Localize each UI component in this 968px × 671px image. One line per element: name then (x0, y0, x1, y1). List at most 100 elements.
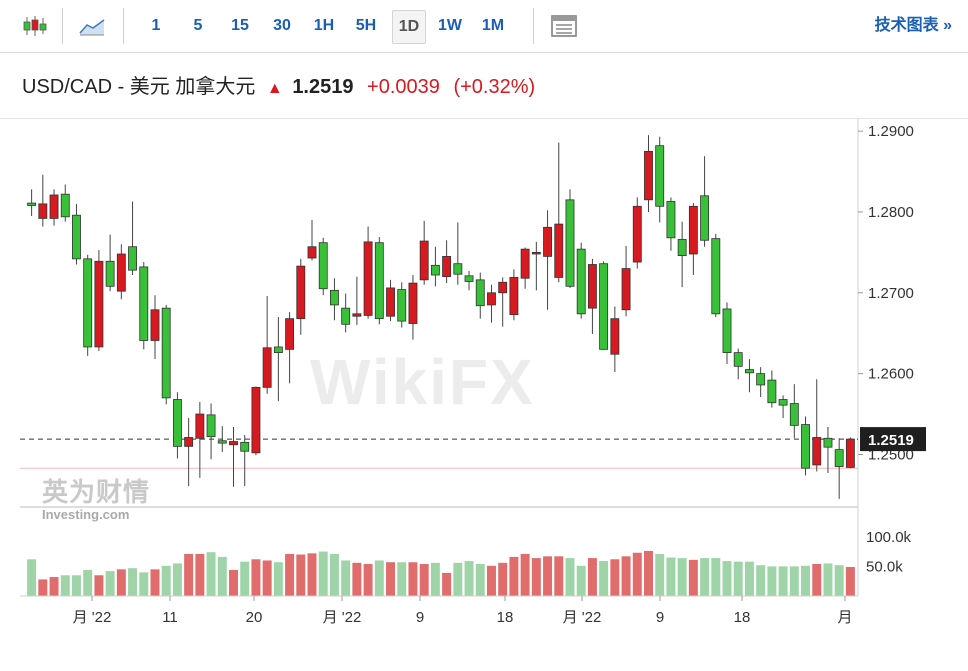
time-tick-label: 月 (837, 609, 852, 626)
volume-bar (273, 562, 283, 596)
volume-bar (688, 559, 698, 596)
candlestick-icon[interactable] (20, 10, 50, 42)
volume-bar (285, 553, 295, 596)
quote-header: USD/CAD - 美元 加拿大元 ▲ 1.2519 +0.0039 (+0.3… (22, 70, 535, 99)
volume-bar (49, 577, 59, 596)
candle-body (83, 258, 93, 348)
current-price-label: 1.2519 (868, 432, 914, 449)
volume-bar (116, 569, 126, 596)
candle-body (116, 253, 126, 292)
candle-body (94, 260, 104, 348)
volume-bar (845, 566, 855, 596)
last-price: 1.2519 (292, 76, 354, 98)
candle-body (262, 347, 272, 388)
volume-bar (38, 579, 48, 596)
volume-bar (576, 565, 586, 596)
volume-bar (105, 571, 115, 596)
candle-body (778, 399, 788, 406)
area-chart-icon[interactable] (76, 10, 108, 42)
timeframe-5h[interactable]: 5H (355, 17, 377, 34)
candle-body (745, 369, 754, 374)
candle-body (229, 441, 238, 446)
volume-bar (543, 556, 553, 596)
timeframe-30[interactable]: 30 (273, 17, 291, 34)
price-change-percent: (+0.32%) (453, 76, 536, 98)
candle-body (206, 414, 216, 438)
volume-bar (475, 564, 485, 596)
candle-body (587, 264, 597, 309)
timeframe-5[interactable]: 5 (193, 17, 203, 34)
volume-bar (128, 568, 138, 596)
candle-body (195, 413, 205, 439)
candle-body (644, 150, 653, 201)
timeframe-1d[interactable]: 1D (392, 10, 426, 44)
timeframe-1m[interactable]: 1M (481, 17, 505, 34)
candle-body (700, 195, 710, 241)
symbol-title: USD/CAD - 美元 加拿大元 (22, 76, 256, 98)
volume-bar (397, 562, 407, 596)
candle-body (520, 248, 530, 279)
candle-body (834, 449, 844, 467)
time-tick-label: 20 (246, 609, 263, 626)
volume-bar (419, 564, 429, 596)
volume-bar (498, 562, 508, 596)
timeframe-15[interactable]: 15 (231, 17, 249, 34)
time-tick-label: 9 (416, 609, 424, 626)
volume-bar (610, 559, 620, 596)
volume-bar (195, 553, 205, 596)
volume-bar (94, 575, 104, 596)
toolbar-divider (123, 8, 124, 44)
candle-body (756, 373, 766, 386)
technical-chart-link[interactable]: 技术图表 » (874, 17, 952, 34)
volume-bar (374, 560, 384, 596)
timeframe-1[interactable]: 1 (151, 17, 161, 34)
candle-body (296, 265, 306, 320)
candle-body (823, 437, 833, 448)
watermark-brand-cn: 英为财情 (42, 477, 151, 507)
volume-bar (812, 564, 822, 596)
volume-bar (408, 562, 418, 596)
candle-body (812, 437, 822, 466)
candle-body (453, 263, 463, 275)
candle-body (72, 214, 81, 260)
volume-bar (442, 572, 452, 596)
candle-body (408, 282, 418, 324)
candle-body (60, 193, 70, 218)
volume-bar (329, 553, 339, 596)
volume-bar (307, 553, 317, 596)
candle-body (240, 441, 250, 452)
volume-bar (744, 561, 754, 596)
volume-bar (655, 553, 665, 596)
wikifx-watermark: WikiFX (310, 346, 535, 418)
candlestick-chart[interactable]: 1.29001.28001.27001.26001.25001.2519100.… (0, 119, 968, 666)
candle-body (285, 318, 295, 350)
investing-watermark: 英为财情 Investing.com (42, 472, 150, 522)
time-tick-label: 11 (162, 609, 178, 626)
timeframe-1w[interactable]: 1W (438, 17, 462, 34)
candle-body (599, 263, 609, 350)
volume-bar (296, 554, 306, 596)
candle-body (789, 403, 799, 426)
volume-bar (700, 558, 710, 596)
time-tick-label: 18 (734, 609, 751, 626)
price-tick-label: 1.2800 (868, 204, 914, 221)
volume-bar (172, 563, 182, 596)
volume-bar (621, 556, 631, 596)
candle-body (374, 242, 384, 320)
candle-body (139, 266, 149, 341)
price-tick-label: 1.2700 (868, 285, 914, 302)
chart-area[interactable]: 1.2900 1.2800 1.2700 1.2600 1.2500 1.2519 100.… (0, 118, 968, 666)
timeframe-1h[interactable]: 1H (313, 17, 335, 34)
volume-bar (834, 565, 844, 596)
candle-body (677, 239, 687, 257)
candle-body (430, 264, 440, 276)
candle-body (217, 440, 227, 444)
table-icon[interactable] (548, 10, 580, 42)
watermark-brand-en: Investing.com (42, 507, 130, 522)
volume-bar (386, 562, 396, 596)
volume-bar (464, 561, 474, 596)
volume-bar (733, 561, 743, 596)
candle-body (150, 309, 160, 341)
candle-body (711, 238, 721, 315)
volume-bar (229, 569, 238, 596)
